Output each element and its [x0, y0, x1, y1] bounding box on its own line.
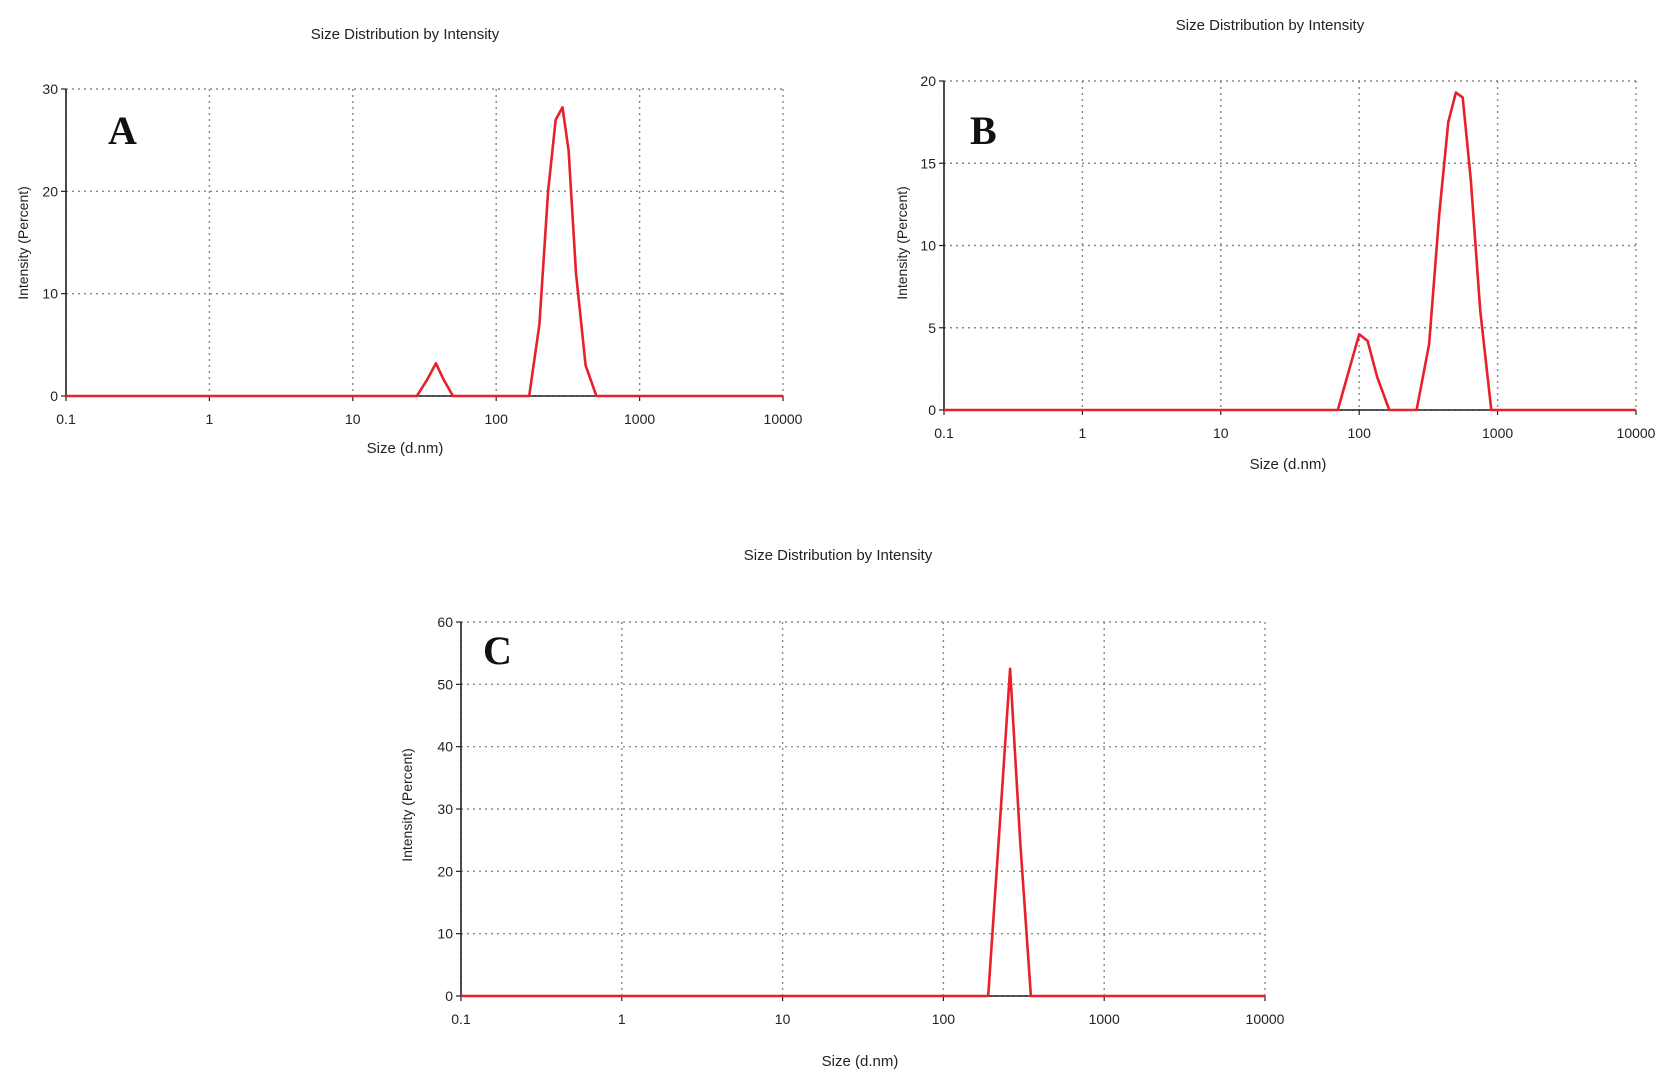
panel-b-x-tick-label: 10: [1213, 425, 1229, 441]
panel-a-y-tick-label: 10: [42, 286, 58, 302]
panel-c-title: Size Distribution by Intensity: [744, 547, 933, 564]
panel-b-x-tick-label: 1000: [1482, 425, 1513, 441]
panel-b-x-tick-label: 0.1: [934, 425, 954, 441]
panel-b-x-tick-label: 1: [1079, 425, 1087, 441]
panel-c: Size Distribution by Intensity C Size (d…: [399, 547, 1285, 1070]
panel-b-y-axis-label: Intensity (Percent): [894, 186, 910, 300]
panel-c-letter: C: [483, 628, 512, 673]
panel-a-x-tick-label: 10000: [764, 411, 803, 427]
panel-c-y-tick-label: 0: [445, 988, 453, 1004]
panel-c-y-tick-label: 20: [437, 863, 453, 879]
panel-a-x-tick-label: 0.1: [56, 411, 76, 427]
panel-b-series: [944, 91, 1636, 412]
panel-b-y-tick-label: 10: [920, 238, 936, 254]
panel-c-series-line: [461, 667, 1265, 998]
panel-c-x-ticks: 0.1 1 10 100 1000 10000: [451, 996, 1285, 1027]
panel-b-series-line: [944, 91, 1636, 412]
panel-b-grid: [943, 80, 1637, 411]
panel-c-x-axis-label: Size (d.nm): [822, 1053, 899, 1070]
panel-a-x-tick-label: 1: [206, 411, 214, 427]
panel-b-letter: B: [970, 108, 997, 153]
panel-b-x-tick-label: 100: [1348, 425, 1372, 441]
panel-b: Size Distribution by Intensity B Size (d…: [894, 17, 1656, 473]
panel-a-axes: [65, 89, 783, 397]
panel-c-y-tick-label: 40: [437, 739, 453, 755]
panel-c-x-tick-label: 10: [775, 1011, 791, 1027]
panel-a-x-ticks: 0.1 1 10 100 1000 10000: [56, 396, 803, 427]
panel-c-x-tick-label: 100: [932, 1011, 956, 1027]
panel-a-title: Size Distribution by Intensity: [311, 26, 500, 43]
panel-b-y-tick-label: 5: [928, 320, 936, 336]
panel-a-y-tick-label: 0: [50, 388, 58, 404]
panel-c-y-tick-label: 30: [437, 801, 453, 817]
panel-a: Size Distribution by Intensity A Size (d…: [15, 26, 803, 457]
panel-c-series: [461, 667, 1265, 998]
panel-a-grid: [65, 88, 784, 397]
panel-a-y-tick-label: 20: [42, 183, 58, 199]
panel-c-x-tick-label: 10000: [1246, 1011, 1285, 1027]
panel-a-x-axis-label: Size (d.nm): [367, 440, 444, 457]
panel-b-y-tick-label: 20: [920, 73, 936, 89]
panel-b-x-axis-label: Size (d.nm): [1250, 456, 1327, 473]
panel-b-y-tick-label: 0: [928, 402, 936, 418]
panel-c-grid: [460, 621, 1266, 997]
panel-b-title: Size Distribution by Intensity: [1176, 17, 1365, 34]
panel-c-y-tick-label: 50: [437, 676, 453, 692]
panel-a-series-line: [66, 106, 783, 398]
panel-a-y-ticks: 0 10 20 30: [42, 81, 66, 404]
panel-a-series: [66, 106, 783, 398]
panel-b-x-tick-label: 10000: [1617, 425, 1656, 441]
panel-a-x-tick-label: 10: [345, 411, 361, 427]
panel-a-letter: A: [108, 108, 137, 153]
panel-c-x-tick-label: 0.1: [451, 1011, 471, 1027]
panel-c-x-tick-label: 1000: [1089, 1011, 1120, 1027]
panel-c-y-axis-label: Intensity (Percent): [399, 748, 415, 862]
panel-b-y-tick-label: 15: [920, 155, 936, 171]
panel-c-y-tick-label: 60: [437, 614, 453, 630]
panel-b-x-ticks: 0.1 1 10 100 1000 10000: [934, 410, 1656, 441]
panel-c-y-ticks: 0 10 20 30 40 50 60: [437, 614, 461, 1004]
panel-a-x-tick-label: 100: [485, 411, 509, 427]
panel-a-y-tick-label: 30: [42, 81, 58, 97]
panel-a-x-tick-label: 1000: [624, 411, 655, 427]
panel-a-y-axis-label: Intensity (Percent): [15, 186, 31, 300]
panel-b-y-ticks: 0 5 10 15 20: [920, 73, 944, 418]
panel-c-x-tick-label: 1: [618, 1011, 626, 1027]
panel-c-y-tick-label: 10: [437, 926, 453, 942]
